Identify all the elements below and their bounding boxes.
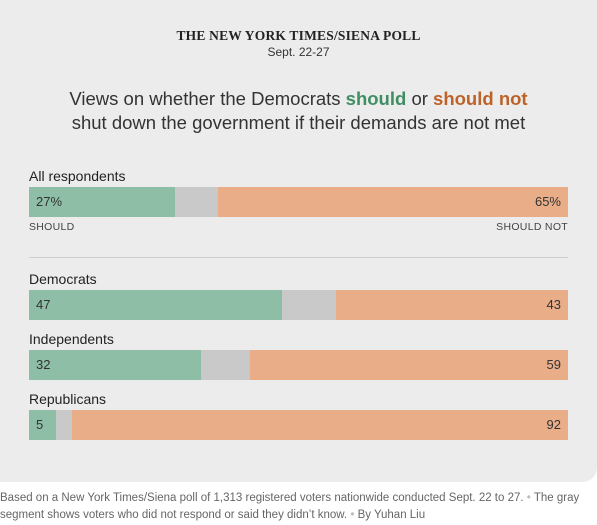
bar-row-all: 27% 65% [29,187,568,217]
bar-segment-dont-know [201,350,250,380]
axis-label-should: SHOULD [29,221,75,233]
bar-row-independents: 32 59 [29,350,568,380]
bar-segment-should [29,350,202,380]
bar-row-republicans: 5 92 [29,410,568,440]
value-label-should-not: 59 [546,357,561,372]
bar-segment-dont-know [55,410,73,440]
bar-segment-dont-know [174,187,218,217]
headline-should: should [345,88,407,109]
value-label-should-not: 43 [546,297,561,312]
headline-text-2: shut down the government if their demand… [71,112,526,133]
headline-should-not: should not [433,88,528,109]
value-label-should: 5 [36,417,44,432]
value-label-should: 32 [36,357,51,372]
poll-title: THE NEW YORK TIMES/SIENA POLL [176,28,421,43]
category-label-independents: Independents [29,331,114,347]
bar-segment-should-not [72,410,568,440]
bar-segment-should-not [336,290,568,320]
category-label-democrats: Democrats [29,271,97,287]
footnote-separator: • [350,509,355,521]
poll-date: Sept. 22-27 [267,45,330,59]
section-divider [29,257,568,258]
category-label-republicans: Republicans [29,391,107,407]
footnote-gray-note: The gray segment shows voters who did no… [0,492,580,521]
footnote-separator: • [526,492,531,504]
value-label-should-not: 65% [534,194,561,209]
bar-segment-should-not [249,350,568,380]
footnote-byline: By Yuhan Liu [357,509,426,521]
bar-segment-dont-know [282,290,337,320]
chart-headline: Views on whether the Democrats should or… [0,87,597,135]
footnote-text: Based on a New York Times/Siena poll of … [0,492,524,504]
value-label-should-not: 92 [546,417,561,432]
chart-card: THE NEW YORK TIMES/SIENA POLL Sept. 22-2… [0,0,597,482]
headline-text-1: Views on whether the Democrats [69,88,346,109]
value-label-should: 47 [36,297,51,312]
bar-row-democrats: 47 43 [29,290,568,320]
category-label-all: All respondents [29,168,126,184]
bar-segment-should [29,410,56,440]
headline-or: or [406,88,434,109]
bar-segment-should-not [217,187,568,217]
bar-segment-should [29,187,175,217]
bar-segment-should [29,290,283,320]
value-label-should: 27% [36,194,63,209]
axis-label-should-not: SHOULD NOT [496,221,568,233]
footnote: Based on a New York Times/Siena poll of … [0,490,597,524]
